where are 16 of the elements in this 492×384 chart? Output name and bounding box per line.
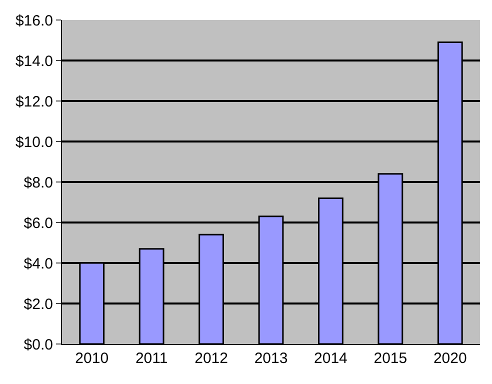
y-tick-label: $14.0: [15, 52, 53, 70]
y-tick-label: $12.0: [15, 93, 53, 110]
y-tick-label: $10.0: [15, 134, 53, 151]
y-tick-label: $2.0: [24, 296, 53, 313]
y-tick-label: $4.0: [24, 255, 53, 272]
x-tick-label: 2015: [374, 350, 408, 367]
x-tick-label: 2010: [75, 350, 109, 367]
y-tick-label: $0.0: [24, 336, 53, 354]
x-tick-label: 2014: [314, 350, 348, 367]
y-tick-label: $6.0: [24, 214, 53, 232]
x-tick-label: 2011: [135, 350, 168, 367]
y-tick-label: $16.0: [15, 12, 53, 30]
x-tick-label: 2013: [254, 350, 288, 367]
y-tick-label: $8.0: [24, 174, 53, 192]
x-tick-label: 2020: [433, 350, 467, 367]
x-tick-label: 2012: [194, 350, 228, 367]
